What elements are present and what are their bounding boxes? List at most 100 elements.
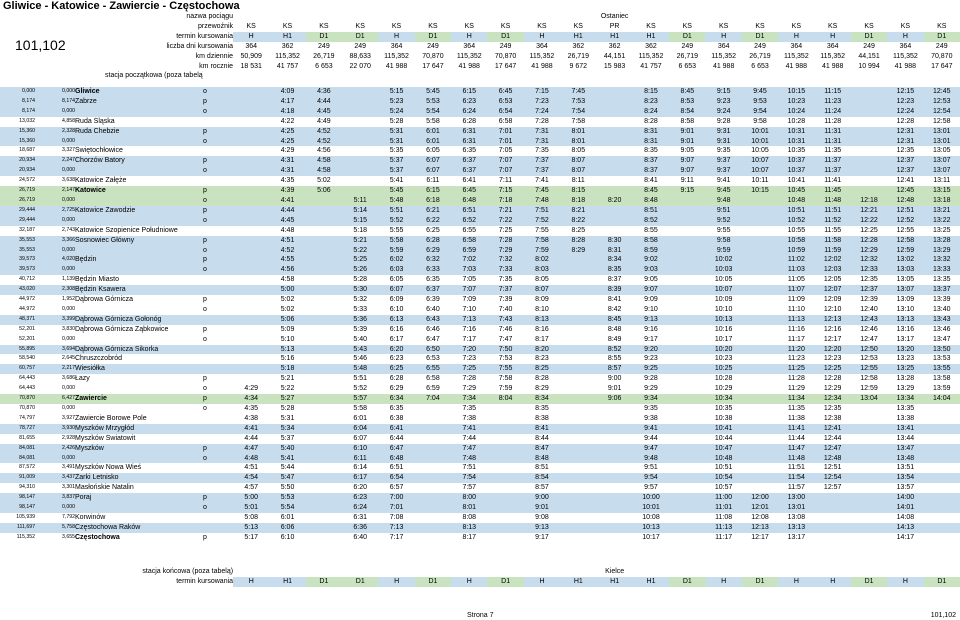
departure-time: 13:00 (778, 493, 815, 504)
km-section: 2,645 (62, 355, 75, 362)
km-section: 0,000 (35, 245, 75, 256)
km-cumulative: 74,797 (19, 414, 35, 421)
header-cell (306, 12, 342, 22)
station-name (75, 265, 204, 276)
departure-time: 5:15 (342, 215, 379, 226)
departure-time: 7:59 (523, 245, 561, 256)
departure-time: 6:15 (414, 186, 452, 196)
km-section: 2,217 (35, 364, 75, 375)
departure-time (815, 513, 851, 523)
km-section: 2,328 (35, 126, 75, 137)
departure-time (560, 374, 596, 384)
departure-time (596, 96, 633, 107)
header-cell: 88,633 (349, 52, 371, 60)
departure-time: 5:22 (342, 245, 379, 256)
departure-time: 9:47 (632, 443, 670, 454)
station-name (75, 453, 204, 464)
departure-time: 6:55 (414, 364, 452, 375)
departure-time: 12:29 (823, 385, 842, 393)
departure-time (233, 126, 270, 137)
departure-time: 12:15 (887, 87, 924, 97)
departure-time: 12:54 (814, 473, 851, 484)
departure-time: 7:58 (523, 235, 561, 246)
departure-time: 6:35 (389, 405, 404, 412)
departure-time (742, 354, 778, 364)
departure-time (742, 335, 778, 345)
departure-time: 12:54 (923, 106, 960, 117)
arrival-departure-mark: o (203, 503, 234, 513)
departure-time: 12:51 (887, 205, 924, 216)
departure-time (742, 325, 778, 335)
departure-time (414, 453, 452, 464)
departure-time: 13:04 (850, 394, 888, 404)
departure-time: 5:11 (342, 195, 379, 206)
departure-time (233, 176, 269, 186)
departure-time (742, 374, 778, 384)
departure-time (851, 483, 887, 493)
km-section: 2,147 (35, 186, 75, 196)
header-cell: KŚ (937, 22, 947, 30)
departure-time: 6:11 (342, 453, 379, 464)
departure-time: 11:16 (787, 325, 805, 333)
departure-time: 6:44 (389, 434, 404, 442)
departure-time: 13:22 (923, 215, 960, 226)
timetable-row: 58,540 2,645 Chruszczobród 5:16 5:46 6:23 6:53… (0, 354, 960, 364)
departure-time: 12:59 (887, 245, 924, 256)
departure-time: 10:25 (705, 364, 742, 375)
departure-time: 5:54 (414, 106, 452, 117)
departure-time: 4:17 (269, 96, 306, 107)
departure-time: 7:37 (487, 285, 524, 296)
departure-time: 7:28 (462, 375, 477, 383)
departure-time: 11:20 (778, 344, 815, 355)
km-cumulative: 15,360 (0, 126, 35, 137)
station-name: Sosnowiec Główny (75, 235, 204, 246)
departure-time: 6:29 (414, 245, 452, 256)
departure-time: 10:00 (632, 493, 670, 504)
departure-time: 11:23 (787, 355, 805, 363)
header-cell: 10 994 (858, 62, 880, 70)
departure-time: 12:45 (923, 87, 960, 97)
departure-time: 12:13 (741, 522, 779, 533)
station-name: Dąbrowa Górnicza Ząbkowice (75, 325, 169, 333)
departure-time: 4:09 (269, 87, 306, 97)
departure-time: 8:35 (596, 265, 633, 276)
departure-time (560, 354, 596, 364)
km-cumulative: 44,972 (19, 305, 35, 312)
header-cell: 6 653 (315, 62, 333, 70)
departure-time: 9:51 (705, 205, 742, 216)
header-cell: KŚ (900, 22, 911, 30)
km-section: 3,694 (35, 344, 75, 355)
departure-time: 4:54 (233, 473, 270, 484)
km-cumulative: 115,352 (16, 533, 35, 540)
departure-time: 11:29 (787, 385, 805, 393)
departure-time: 11:28 (824, 117, 842, 125)
departure-time: 4:36 (305, 87, 343, 97)
header-count-row: liczba dni kursowania 364 362 249 249 364 249 3… (0, 42, 960, 52)
departure-time: 10:28 (714, 375, 733, 383)
km-cumulative: 84,081 (0, 453, 35, 464)
departure-time: 13:10 (896, 305, 915, 313)
departure-time (850, 473, 888, 484)
departure-time: 5:51 (353, 375, 368, 383)
header-cell: KŚ (246, 22, 256, 30)
header-cell: KŚ (646, 22, 656, 30)
departure-time: 4:44 (244, 434, 258, 442)
departure-time: 4:56 (317, 147, 331, 155)
timetable-row: 44,972 1,952 Dąbrowa Górnicza p 5:02 5:32 6:09… (0, 295, 960, 305)
departure-time: 12:35 (896, 147, 915, 155)
departure-time: 5:31 (378, 136, 415, 147)
station-name: Myszków (75, 443, 204, 454)
departure-time (596, 226, 632, 236)
departure-time: 5:40 (353, 335, 368, 343)
departure-time (560, 453, 597, 464)
footer-term-cell: H (233, 576, 270, 587)
timetable-row: 32,187 2,743 Katowice Szopienice Południow… (0, 226, 960, 236)
departure-time: 4:58 (280, 276, 295, 284)
departure-time: 7:28 (535, 117, 549, 125)
departure-time: 5:15 (378, 87, 415, 97)
header-cell: 18 531 (240, 62, 262, 70)
departure-time: 5:52 (378, 215, 415, 226)
arrival-departure-mark: o (203, 265, 234, 276)
departure-time: 9:45 (705, 186, 742, 196)
departure-time: 10:07 (741, 156, 779, 167)
